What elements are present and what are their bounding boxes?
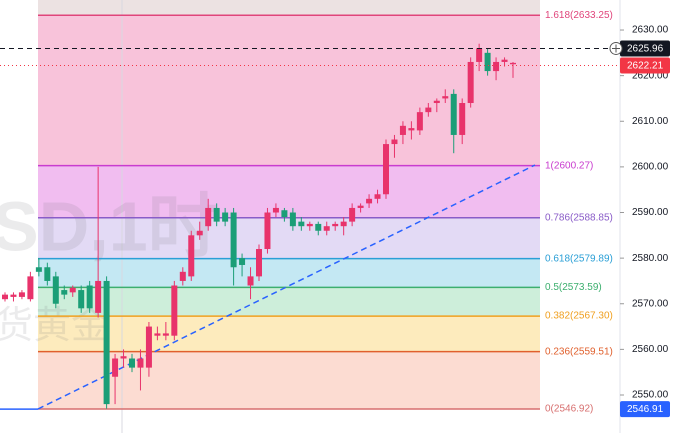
fib-top-band: [38, 0, 540, 16]
candle-body: [306, 223, 313, 227]
y-tick-label: 2590.00: [632, 207, 669, 218]
candle-body: [103, 280, 110, 405]
candle-body: [205, 207, 212, 227]
candle-body: [230, 212, 237, 268]
candle-body: [95, 280, 102, 313]
watermark: SD,1时: [0, 187, 218, 265]
candle-body: [450, 93, 457, 135]
candle-body: [222, 212, 229, 222]
candle-body: [484, 52, 491, 72]
candle-body: [357, 205, 364, 208]
y-tick-label: 2610.00: [632, 116, 669, 127]
candle-body: [391, 139, 398, 145]
candle-body: [256, 249, 262, 277]
candle-body: [281, 210, 288, 218]
candle-body: [323, 226, 330, 231]
candle-body: [2, 294, 8, 300]
fib-label: 0.5(2573.59): [545, 282, 602, 293]
fib-label: 0.236(2559.51): [545, 346, 613, 357]
candle-body: [383, 144, 389, 195]
candle-body: [78, 290, 85, 309]
candle-body: [145, 326, 152, 368]
y-tick-label: 2630.00: [632, 25, 669, 36]
fib-band: [38, 316, 540, 352]
candle-body: [10, 294, 17, 297]
candle-body: [196, 230, 203, 236]
candle-body: [86, 285, 93, 309]
candle-body: [154, 333, 161, 336]
price-tag-label: 2622.21: [627, 61, 664, 72]
candle-body: [179, 271, 186, 281]
fib-label: 1(2600.27): [545, 160, 593, 171]
fib-label: 0.786(2588.85): [545, 212, 613, 223]
candle-body: [332, 223, 339, 227]
fib-label: 0.618(2579.89): [545, 253, 613, 264]
candle-body: [35, 267, 42, 272]
candle-body: [467, 61, 474, 104]
candle-body: [137, 358, 144, 368]
candle-body: [247, 276, 254, 286]
candle-body: [61, 290, 68, 295]
fib-label: 0.382(2567.30): [545, 311, 613, 322]
candle-body: [510, 62, 516, 65]
candle-body: [129, 358, 135, 368]
trend-line: [37, 164, 536, 410]
candle-body: [476, 48, 483, 62]
candle-body: [213, 207, 220, 222]
candle-body: [289, 212, 296, 227]
candle-body: [459, 103, 466, 135]
y-tick-label: 2600.00: [632, 162, 669, 173]
candle-body: [340, 221, 347, 227]
price-tag: [620, 40, 670, 57]
candle-body: [349, 207, 356, 222]
candle-body: [52, 276, 59, 304]
price-tag-label: 2625.96: [627, 44, 664, 55]
candle-body: [501, 59, 508, 62]
fib-band: [38, 15, 540, 166]
candle-body: [374, 194, 381, 199]
fib-label: 0(2546.92): [545, 404, 593, 415]
candle-body: [162, 333, 169, 336]
price-tag: [620, 57, 670, 74]
candle-body: [18, 292, 25, 297]
candle-body: [416, 112, 423, 131]
y-tick-label: 2580.00: [632, 253, 669, 264]
candle-body: [27, 276, 34, 300]
candle-body: [366, 198, 373, 204]
candle-body: [44, 267, 51, 281]
candle-body: [298, 221, 305, 227]
price-tag: [620, 401, 670, 418]
candle-body: [408, 128, 415, 131]
candle-body: [493, 61, 500, 72]
fib-label: 1.618(2633.25): [545, 10, 613, 21]
candle-body: [239, 258, 246, 265]
candle-body: [188, 235, 195, 277]
candle-body: [171, 285, 178, 336]
candle-body: [399, 125, 406, 135]
candle-body: [120, 356, 127, 359]
candle-body: [264, 212, 271, 250]
candle-body: [272, 207, 279, 213]
candle-body: [425, 107, 432, 113]
candle-body: [442, 96, 449, 99]
price-tag-label: 2546.91: [627, 404, 664, 415]
candle-body: [112, 358, 119, 377]
y-tick-label: 2620.00: [632, 70, 669, 81]
watermark-sub: 货黄金: [0, 305, 109, 347]
y-tick-label: 2570.00: [632, 298, 669, 309]
y-tick-label: 2550.00: [632, 390, 669, 401]
y-tick-label: 2560.00: [632, 344, 669, 355]
candle-body: [315, 223, 322, 231]
fib-band: [38, 287, 540, 317]
crosshair-plus: [612, 44, 620, 53]
candle-body: [69, 287, 76, 293]
candle-body: [433, 100, 440, 104]
